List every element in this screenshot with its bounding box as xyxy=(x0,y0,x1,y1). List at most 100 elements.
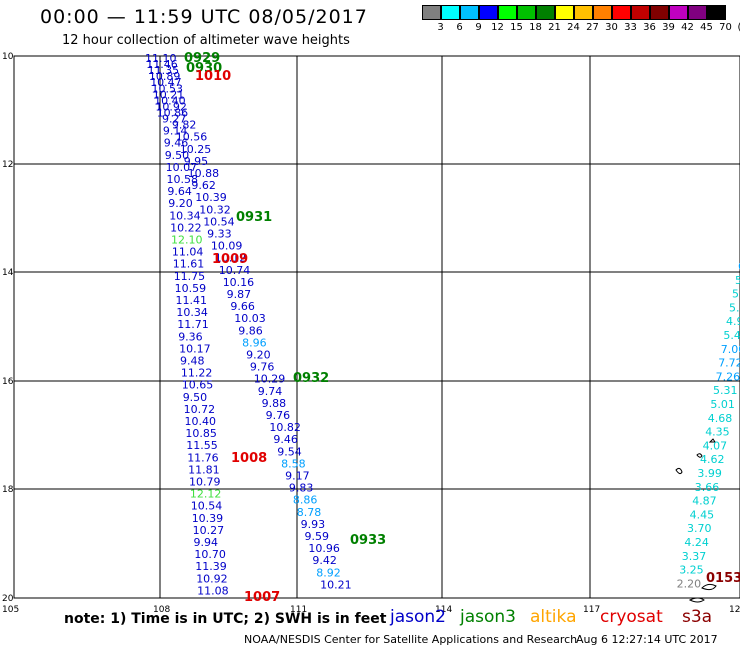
swh-value: 9.42 xyxy=(312,554,337,567)
swh-value: 11.35 xyxy=(148,64,180,77)
swh-value: 9.50 xyxy=(165,149,190,162)
time-label-1010: 1010 xyxy=(195,69,231,84)
swh-value: 4.24 xyxy=(684,536,709,549)
swh-value: 4.9 xyxy=(726,315,740,328)
swh-value: 10.21 xyxy=(320,578,352,591)
coastline xyxy=(675,438,717,603)
swh-value: 10.82 xyxy=(269,421,301,434)
swh-value: 11.76 xyxy=(187,451,219,464)
swh-value: 10.32 xyxy=(199,203,231,216)
swh-value: 9.82 xyxy=(172,119,197,132)
swh-value: 10.21 xyxy=(153,88,185,101)
lat-tick-label: 16 xyxy=(2,377,14,387)
swh-value: 3.66 xyxy=(695,481,720,494)
swh-value: 11.61 xyxy=(173,258,205,271)
swh-value: 5.48 xyxy=(723,329,740,342)
legend-swatch xyxy=(574,5,593,20)
legend-swatch xyxy=(517,5,536,20)
legend-label: 15 xyxy=(510,22,523,33)
swh-value: 10.54 xyxy=(203,215,235,228)
lon-tick-label: 105 xyxy=(2,605,19,615)
legend-swatch xyxy=(460,5,479,20)
swh-value: 4.87 xyxy=(692,495,717,508)
time-label-0930: 0930 xyxy=(186,61,222,76)
swh-value: 8.78 xyxy=(297,506,322,519)
time-label-0929: 0929 xyxy=(184,51,220,66)
swh-value: 11.46 xyxy=(146,58,178,71)
swh-value: 9.83 xyxy=(289,482,314,495)
swh-value: 10.03 xyxy=(234,312,265,325)
legend-swatch xyxy=(650,5,669,20)
swh-value: 9.76 xyxy=(266,409,291,422)
swh-value: 10.74 xyxy=(219,264,251,277)
swh-value: 12.12 xyxy=(190,488,222,501)
time-label-0153: 0153 xyxy=(706,571,740,586)
footer-note: note: 1) Time is in UTC; 2) SWH is in fe… xyxy=(64,611,387,627)
time-label-0933: 0933 xyxy=(350,533,386,548)
swh-value: 9.33 xyxy=(207,227,232,240)
swh-value: 7.26 xyxy=(716,370,740,383)
legend-label: 3 xyxy=(437,22,444,33)
legend-swatch xyxy=(441,5,460,20)
swh-value: 12.10 xyxy=(171,234,203,247)
swh-value: 3.25 xyxy=(679,564,704,577)
swh-value: 10.07 xyxy=(166,161,198,174)
swh-value: 9.20 xyxy=(168,197,193,210)
swh-value: 8.96 xyxy=(242,336,267,349)
swh-value: 11.75 xyxy=(174,270,206,283)
legend-swatch xyxy=(479,5,498,20)
swh-value: 11.22 xyxy=(181,367,213,380)
legend-label: 33 xyxy=(624,22,637,33)
lat-lon-grid xyxy=(14,56,740,598)
legend-swatch xyxy=(707,5,726,20)
swh-value: 10.40 xyxy=(185,415,217,428)
swh-value: 9.17 xyxy=(285,469,310,482)
swh-value: 11.55 xyxy=(186,439,218,452)
swh-value: 9.86 xyxy=(238,324,262,337)
swh-value: 9.50 xyxy=(183,391,208,404)
swh-value: 10.92 xyxy=(196,572,228,585)
swh-value: 11.04 xyxy=(172,246,204,259)
swh-value: 9.46 xyxy=(164,137,189,150)
swh-value: 9.66 xyxy=(230,300,255,313)
swh-value: 9.48 xyxy=(180,355,205,368)
s3a-track: 6555.84.95.487.007.727.265.315.014.684.3… xyxy=(677,260,740,590)
legend-swatch xyxy=(631,5,650,20)
legend-label: 27 xyxy=(586,22,599,33)
satellite-altika: altika xyxy=(530,607,577,627)
legend-label: 24 xyxy=(567,22,580,33)
swh-value: 8.92 xyxy=(316,566,341,579)
page-title: 00:00 — 11:59 UTC 08/05/2017 xyxy=(40,6,368,28)
swh-value: 10.39 xyxy=(192,512,224,525)
swh-value: 4.62 xyxy=(700,453,725,466)
swh-value: 9.14 xyxy=(163,125,188,138)
legend-label: 36 xyxy=(643,22,656,33)
legend-label: 70 xyxy=(719,22,732,33)
satellite-jason3: jason3 xyxy=(460,607,516,627)
swh-value: 3.37 xyxy=(682,550,707,563)
lon-tick-label: 111 xyxy=(290,605,307,615)
swh-value: 10.89 xyxy=(149,70,181,83)
satellite-jason2: jason2 xyxy=(390,607,446,627)
time-label-1009: 1009 xyxy=(212,252,248,267)
swh-value: 10.29 xyxy=(254,373,285,386)
axis-ticks: 105 108 111 114 117 120 10 12 14 16 18 20 xyxy=(2,52,740,615)
swh-value: 4.45 xyxy=(690,508,715,521)
swh-value: 10.88 xyxy=(188,167,220,180)
legend-swatch xyxy=(422,5,441,20)
time-label-0932: 0932 xyxy=(293,371,329,386)
swh-value: 9.59 xyxy=(305,530,330,543)
swh-value: 10.34 xyxy=(169,209,201,222)
swh-value: 11.41 xyxy=(176,294,208,307)
swh-value: 5 xyxy=(735,274,740,287)
lat-tick-label: 12 xyxy=(2,160,13,170)
swh-value: 10.47 xyxy=(150,76,182,89)
lat-tick-label: 18 xyxy=(2,485,14,495)
legend-label: 6 xyxy=(456,22,463,33)
swh-value: 10.22 xyxy=(170,221,202,234)
lat-tick-label: 20 xyxy=(2,594,14,604)
swh-value: 10.17 xyxy=(179,342,211,355)
swh-value: 5 xyxy=(732,288,739,301)
legend-swatch xyxy=(612,5,631,20)
swh-value: 10.92 xyxy=(155,100,187,113)
